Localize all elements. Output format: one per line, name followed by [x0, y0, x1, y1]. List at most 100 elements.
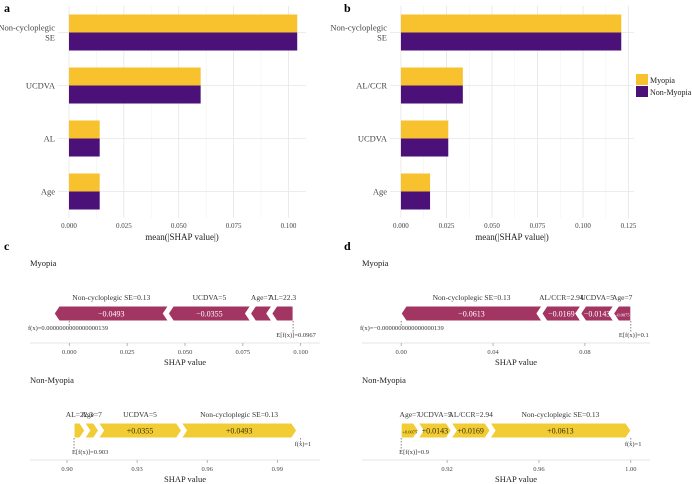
x-tick-label: 0.000 [393, 222, 409, 230]
y-tick-line: AL/CCR [356, 81, 387, 91]
force-feature-label: Non-cycloplegic SE=0.13 [200, 410, 278, 419]
panel-a-bar-chart: Non-cycloplegic SE UCDVA AL Age 0.000 0.025 0.0… [0, 6, 306, 242]
y-tick-line: SE [45, 33, 55, 43]
legend-swatch [636, 86, 648, 97]
force-segment [271, 305, 294, 322]
y-tick-label: Non-cycloplegic SE [330, 23, 387, 43]
x-tick-label: 0.025 [116, 222, 132, 230]
force-segment-value: +0.0493 [226, 427, 253, 436]
y-tick-label: Age [41, 187, 55, 197]
y-tick-line: UCDVA [358, 134, 388, 144]
legend-label: Myopia [650, 76, 675, 85]
panel-label-c: c [4, 239, 10, 253]
force-feature-label: Age=7 [612, 293, 633, 302]
force-segment-value: −0.0355 [196, 310, 223, 319]
x-axis-title: SHAP value [495, 474, 537, 484]
force-segment [180, 422, 298, 439]
bar-myopia-0 [68, 14, 298, 33]
expected-value-label: E[f(x)]=0.9 [399, 449, 429, 456]
x-tick-label: 0.100 [575, 222, 591, 230]
x-tick-label: 0.92 [441, 466, 452, 473]
force-feature-label: Non-cycloplegic SE=0.13 [521, 410, 599, 419]
expected-value-label: E[f(x)]=0.903 [72, 449, 108, 456]
bar-myopia-0 [400, 14, 622, 33]
y-tick-label: Non-cycloplegic SE [0, 23, 55, 43]
bar-myopia-1 [68, 67, 201, 86]
panel-b-bar-chart: Non-cycloplegic SE AL/CCR UCDVA Age 0.000 0.02… [330, 6, 637, 242]
y-tick-line: SE [377, 33, 387, 43]
force-segment [53, 305, 170, 322]
bar-myopia-3 [400, 173, 431, 192]
prediction-label: f(x)=1 [625, 441, 642, 448]
force-segment-value: −0.0143 [584, 310, 611, 319]
x-tick-label: 0.93 [131, 466, 142, 473]
force-segment-value: +0.0355 [127, 427, 154, 436]
x-tick-label: 0.075 [530, 222, 546, 230]
x-axis-title: mean(|SHAP value|) [475, 232, 549, 242]
force-plot-title: Non-Myopia [30, 375, 74, 385]
force-feature-label: AL=22.3 [66, 410, 94, 419]
force-feature-label: AL/CCR=2.94 [539, 293, 584, 302]
x-tick-label: 0.050 [171, 222, 187, 230]
y-tick-line: UCDVA [26, 81, 56, 91]
x-axis-title: mean(|SHAP value|) [145, 232, 219, 242]
bar-myopia-2 [400, 120, 449, 139]
bar-non-myopia-0 [400, 32, 622, 51]
x-tick-label: 0.000 [62, 349, 77, 356]
x-tick-label: 0.075 [226, 222, 242, 230]
force-plot-title: Myopia [30, 258, 57, 268]
force-segment [73, 422, 86, 439]
panel-c-force-plots: MyopiaAL=22.3Age=7−0.0355UCDVA=5−0.0493N… [28, 258, 320, 484]
bar-non-myopia-2 [68, 138, 100, 157]
x-tick-label: 0.90 [61, 466, 72, 473]
y-tick-line: AL [44, 134, 55, 144]
force-feature-label: Age=7 [400, 410, 421, 419]
expected-value-label: E[f(x)]=0.1 [619, 332, 649, 339]
force-segment [450, 422, 491, 439]
prediction-label: f(x)=−0.0000000000000000139 [360, 325, 444, 332]
panel-d-force-plots: Myopia−0.0075Age=7−0.0143UCDVA=5−0.0169A… [360, 258, 650, 484]
force-segment [612, 305, 632, 322]
y-tick-line: Age [41, 187, 55, 197]
x-tick-label: 0.075 [236, 349, 251, 356]
y-tick-label: Age [373, 187, 387, 197]
prediction-label: f(x)=0.0000000000000000139 [28, 325, 108, 332]
force-plot-title: Non-Myopia [362, 375, 406, 385]
bar-non-myopia-3 [68, 191, 100, 210]
force-segment [541, 305, 582, 322]
force-segment [580, 305, 615, 322]
x-tick-label: 0.050 [178, 349, 193, 356]
force-feature-label: AL=22.3 [269, 293, 297, 302]
force-feature-label: Non-cycloplegic SE=0.13 [72, 293, 150, 302]
force-segment-value: +0.0075 [402, 430, 418, 435]
x-tick-label: 0.000 [61, 222, 77, 230]
force-feature-label: Age=7 [251, 293, 272, 302]
y-tick-label: UCDVA [26, 81, 56, 91]
bar-myopia-1 [400, 67, 463, 86]
force-feature-label: UCDVA=5 [418, 410, 452, 419]
x-tick-label: 0.99 [272, 466, 283, 473]
force-feature-label: UCDVA=5 [580, 293, 614, 302]
bar-non-myopia-1 [68, 85, 201, 104]
x-tick-label: 0.08 [579, 349, 590, 356]
force-segment [400, 305, 543, 322]
force-feature-label: Non-cycloplegic SE=0.13 [433, 293, 511, 302]
x-axis-title: SHAP value [495, 357, 537, 367]
force-segment-value: +0.0613 [547, 427, 574, 436]
force-segment-value: −0.0075 [615, 313, 631, 318]
force-segment [97, 422, 183, 439]
force-segment-value: −0.0493 [98, 310, 125, 319]
x-tick-label: 0.96 [202, 466, 214, 473]
force-feature-label: AL/CCR=2.94 [448, 410, 493, 419]
force-segment-value: −0.0613 [458, 310, 485, 319]
expected-value-label: E[f(x)]=0.0967 [276, 332, 316, 339]
x-tick-label: 1.00 [625, 466, 636, 473]
force-feature-label: UCDVA=5 [123, 410, 157, 419]
y-tick-label: UCDVA [358, 134, 388, 144]
force-segment-value: +0.0169 [457, 427, 484, 436]
x-tick-label: 0.050 [484, 222, 500, 230]
bar-non-myopia-0 [68, 32, 298, 51]
legend-label: Non-Myopia [650, 88, 692, 97]
y-tick-label: AL [44, 134, 55, 144]
force-segment-value: −0.0169 [548, 310, 575, 319]
